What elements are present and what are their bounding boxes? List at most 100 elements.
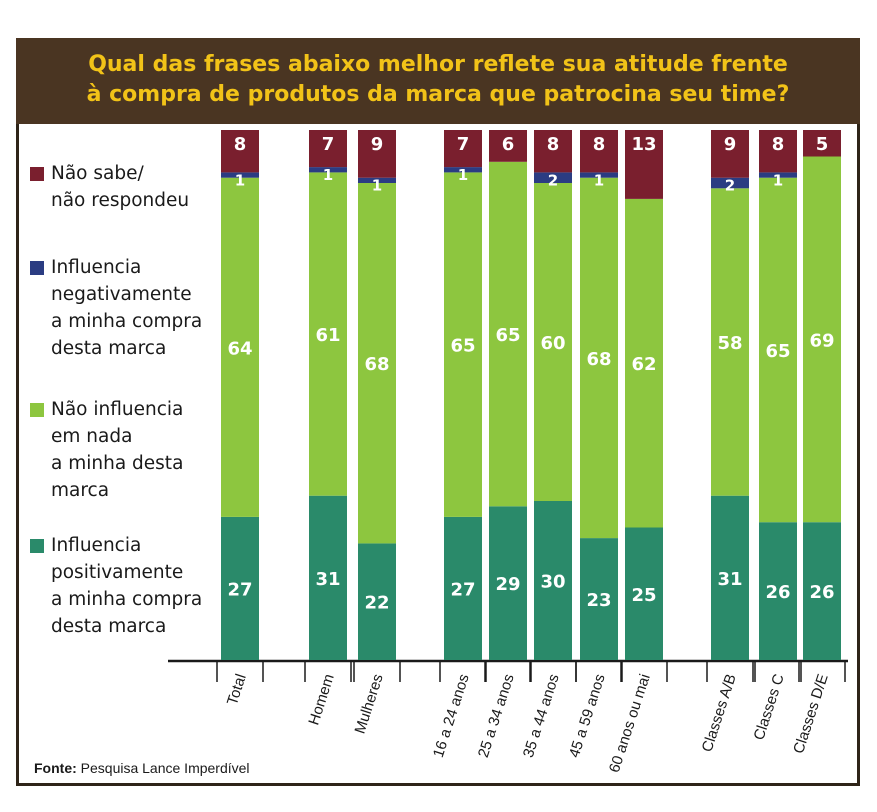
data-label-35-a-44-anos-s0: 30 bbox=[540, 572, 565, 593]
bar-segment-45-a-59-anos-s1 bbox=[580, 177, 618, 539]
bar-segment-60-anos-ou-mai-s0 bbox=[625, 527, 663, 660]
legend-swatch-nao-influencia bbox=[30, 403, 44, 417]
category-label-classes-c: Classes C bbox=[751, 672, 788, 742]
bar-segment-25-a-34-anos-s0 bbox=[489, 506, 527, 660]
bar-segment-45-a-59-anos-s2 bbox=[580, 172, 618, 178]
category-label-35-a-44-anos: 35 a 44 anos bbox=[520, 672, 563, 760]
legend-swatch-influencia-positivamente bbox=[30, 539, 44, 553]
bar-segment-mulheres-s1 bbox=[358, 183, 396, 544]
source-label: Fonte: bbox=[34, 760, 77, 776]
bar-segment-classes-a-b-s3 bbox=[711, 130, 749, 178]
bar-segment-classes-a-b-s1 bbox=[711, 188, 749, 496]
bar-segment-classes-d-e-s0 bbox=[803, 522, 841, 660]
bar-segment-homem-s1 bbox=[309, 172, 347, 496]
bar-segment-classes-d-e-s3 bbox=[803, 130, 841, 157]
data-label-25-a-34-anos-s3: 6 bbox=[502, 134, 515, 155]
legend-swatch-nao-sabe bbox=[30, 167, 44, 181]
data-label-total-s3: 8 bbox=[234, 134, 247, 155]
bar-group-classes-d-e bbox=[803, 130, 841, 660]
bar-group-classes-a-b bbox=[711, 130, 749, 660]
data-label-total-s1: 64 bbox=[227, 338, 252, 359]
bar-group-homem bbox=[309, 130, 347, 660]
bar-segment-classes-d-e-s1 bbox=[803, 156, 841, 523]
data-label-mulheres-s3: 9 bbox=[371, 134, 384, 155]
data-label-60-anos-ou-mai-s3: 13 bbox=[631, 134, 656, 155]
data-label-classes-c-s2: 1 bbox=[773, 171, 783, 189]
bar-segment-16-a-24-anos-s0 bbox=[444, 516, 482, 660]
legend-label-influencia-negativamente: Influencia negativamente a minha compra … bbox=[51, 257, 203, 359]
bar-segment-35-a-44-anos-s0 bbox=[534, 501, 572, 660]
legend-label-nao-sabe: Não sabe/ não respondeu bbox=[51, 163, 190, 211]
legend-item-influencia-positivamente: Influencia positivamente a minha compra … bbox=[30, 532, 230, 640]
bar-group-total bbox=[221, 130, 259, 660]
category-label-45-a-59-anos: 45 a 59 anos bbox=[566, 672, 609, 760]
bar-group-mulheres bbox=[358, 130, 396, 660]
data-label-35-a-44-anos-s2: 2 bbox=[548, 171, 558, 189]
bar-segment-classes-c-s1 bbox=[759, 177, 797, 523]
bar-segment-45-a-59-anos-s0 bbox=[580, 538, 618, 660]
data-label-classes-d-e-s3: 5 bbox=[816, 134, 829, 155]
data-label-16-a-24-anos-s2: 1 bbox=[458, 166, 468, 184]
data-label-45-a-59-anos-s2: 1 bbox=[594, 171, 604, 189]
bar-segment-homem-s3 bbox=[309, 130, 347, 168]
bar-segment-mulheres-s0 bbox=[358, 543, 396, 660]
bar-group-45-a-59-anos bbox=[580, 130, 618, 660]
legend-label-influencia-positivamente: Influencia positivamente a minha compra … bbox=[51, 535, 203, 637]
category-label-homem: Homem bbox=[305, 672, 337, 727]
data-label-35-a-44-anos-s1: 60 bbox=[540, 333, 565, 354]
data-label-classes-d-e-s1: 69 bbox=[809, 330, 834, 351]
data-label-classes-a-b-s1: 58 bbox=[717, 333, 742, 354]
category-label-mulheres: Mulheres bbox=[352, 672, 387, 736]
data-label-total-s0: 27 bbox=[227, 579, 252, 600]
data-label-45-a-59-anos-s1: 68 bbox=[586, 349, 611, 370]
legend-item-nao-sabe: Não sabe/ não respondeu bbox=[30, 160, 230, 214]
bar-segment-homem-s0 bbox=[309, 495, 347, 660]
bar-segment-60-anos-ou-mai-s3 bbox=[625, 130, 663, 199]
category-label-classes-a-b: Classes A/B bbox=[699, 672, 740, 754]
bar-segment-16-a-24-anos-s2 bbox=[444, 167, 482, 173]
source-text: Pesquisa Lance Imperdível bbox=[80, 760, 250, 776]
data-label-45-a-59-anos-s0: 23 bbox=[586, 590, 611, 611]
data-label-25-a-34-anos-s0: 29 bbox=[495, 574, 520, 595]
data-label-mulheres-s0: 22 bbox=[364, 593, 389, 614]
data-label-total-s2: 1 bbox=[235, 171, 245, 189]
category-label-25-a-34-anos: 25 a 34 anos bbox=[475, 672, 518, 760]
data-label-16-a-24-anos-s0: 27 bbox=[450, 579, 475, 600]
legend-item-nao-influencia: Não influencia em nada a minha desta mar… bbox=[30, 396, 230, 504]
bar-group-classes-c bbox=[759, 130, 797, 660]
data-label-homem-s2: 1 bbox=[323, 166, 333, 184]
data-label-25-a-34-anos-s1: 65 bbox=[495, 325, 520, 346]
bar-segment-classes-c-s3 bbox=[759, 130, 797, 173]
bar-segment-35-a-44-anos-s2 bbox=[534, 172, 572, 183]
bar-group-35-a-44-anos bbox=[534, 130, 572, 660]
data-label-45-a-59-anos-s3: 8 bbox=[593, 134, 606, 155]
legend-swatch-influencia-negativamente bbox=[30, 261, 44, 275]
bar-segment-16-a-24-anos-s1 bbox=[444, 172, 482, 517]
data-label-classes-d-e-s0: 26 bbox=[809, 582, 834, 603]
legend-label-nao-influencia: Não influencia em nada a minha desta mar… bbox=[51, 399, 184, 501]
bar-segment-homem-s2 bbox=[309, 167, 347, 173]
data-label-classes-a-b-s2: 2 bbox=[725, 177, 735, 195]
bar-segment-16-a-24-anos-s3 bbox=[444, 130, 482, 168]
data-label-classes-a-b-s3: 9 bbox=[724, 134, 737, 155]
data-label-classes-c-s0: 26 bbox=[765, 582, 790, 603]
bar-segment-total-s2 bbox=[221, 172, 259, 178]
data-label-60-anos-ou-mai-s0: 25 bbox=[631, 585, 656, 606]
data-label-16-a-24-anos-s3: 7 bbox=[457, 134, 470, 155]
bar-group-16-a-24-anos bbox=[444, 130, 482, 660]
legend-item-influencia-negativamente: Influencia negativamente a minha compra … bbox=[30, 254, 230, 362]
bar-segment-25-a-34-anos-s1 bbox=[489, 161, 527, 507]
data-label-homem-s1: 61 bbox=[315, 325, 340, 346]
category-label-16-a-24-anos: 16 a 24 anos bbox=[430, 672, 473, 760]
data-label-classes-c-s1: 65 bbox=[765, 341, 790, 362]
category-label-60-anos-ou-mai: 60 anos ou mai bbox=[606, 672, 654, 775]
data-label-mulheres-s1: 68 bbox=[364, 354, 389, 375]
title-line-2: à compra de produtos da marca que patroc… bbox=[86, 82, 790, 107]
bar-segment-25-a-34-anos-s3 bbox=[489, 130, 527, 162]
title-line-1: Qual das frases abaixo melhor reflete su… bbox=[88, 52, 788, 77]
bar-segment-60-anos-ou-mai-s1 bbox=[625, 198, 663, 528]
data-label-60-anos-ou-mai-s1: 62 bbox=[631, 354, 656, 375]
data-label-16-a-24-anos-s1: 65 bbox=[450, 336, 475, 357]
bar-group-25-a-34-anos bbox=[489, 130, 527, 660]
